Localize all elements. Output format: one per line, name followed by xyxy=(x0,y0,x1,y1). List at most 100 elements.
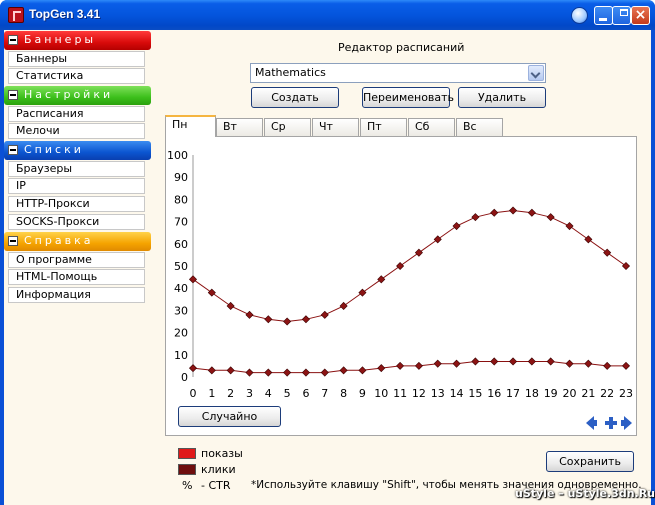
tab-thu[interactable]: Чт xyxy=(312,118,359,136)
sidebar-item-misc[interactable]: Мелочи xyxy=(8,123,145,139)
sidebar-item-banners[interactable]: Баннеры xyxy=(8,51,145,67)
chevron-down-icon[interactable] xyxy=(528,65,544,81)
maximize-button[interactable] xyxy=(612,6,631,25)
y-tick-label: 0 xyxy=(181,371,188,384)
sidebar-item-http-proxy[interactable]: HTTP-Прокси xyxy=(8,196,145,212)
delete-button[interactable]: Удалить xyxy=(458,87,546,108)
point-series-0[interactable] xyxy=(509,206,518,215)
arrow-right-icon[interactable] xyxy=(621,416,632,430)
point-series-0[interactable] xyxy=(490,208,499,217)
point-series-1[interactable] xyxy=(603,361,612,370)
point-series-1[interactable] xyxy=(320,368,329,377)
point-series-1[interactable] xyxy=(339,366,348,375)
point-series-1[interactable] xyxy=(621,361,631,370)
point-series-1[interactable] xyxy=(584,359,593,368)
tab-mon[interactable]: Пн xyxy=(165,115,216,137)
legend-ctr-symbol: % xyxy=(182,479,193,492)
x-tick-label: 7 xyxy=(321,387,328,400)
point-series-0[interactable] xyxy=(603,248,612,257)
create-button[interactable]: Создать xyxy=(251,87,339,108)
point-series-1[interactable] xyxy=(377,364,386,373)
sidebar-item-about[interactable]: О программе xyxy=(8,252,145,268)
tab-fri[interactable]: Пт xyxy=(360,118,407,136)
point-series-0[interactable] xyxy=(188,275,198,284)
section-header-banners[interactable]: Баннеры xyxy=(4,31,151,50)
point-series-0[interactable] xyxy=(565,222,574,231)
app-logo-icon xyxy=(8,7,24,23)
close-button[interactable]: × xyxy=(631,6,650,25)
point-series-1[interactable] xyxy=(414,361,423,370)
point-series-1[interactable] xyxy=(226,366,235,375)
point-series-0[interactable] xyxy=(621,261,631,271)
section-header-help[interactable]: Справка xyxy=(4,232,151,251)
collapse-icon[interactable] xyxy=(8,236,18,246)
x-tick-label: 20 xyxy=(563,387,577,400)
sidebar-item-socks-proxy[interactable]: SOCKS-Прокси xyxy=(8,214,145,230)
sidebar-item-statistics[interactable]: Статистика xyxy=(8,68,145,84)
point-series-0[interactable] xyxy=(452,222,461,231)
point-series-0[interactable] xyxy=(339,301,348,310)
minimize-button[interactable] xyxy=(594,6,613,25)
sidebar-item-html-help[interactable]: HTML-Помощь xyxy=(8,269,145,285)
point-series-1[interactable] xyxy=(245,368,254,377)
random-button[interactable]: Случайно xyxy=(178,406,281,427)
sidebar-item-info[interactable]: Информация xyxy=(8,287,145,303)
point-series-1[interactable] xyxy=(509,357,518,366)
x-tick-label: 4 xyxy=(265,387,272,400)
point-series-0[interactable] xyxy=(301,315,310,324)
x-tick-label: 17 xyxy=(506,387,520,400)
tab-tue[interactable]: Вт xyxy=(216,118,263,136)
point-series-1[interactable] xyxy=(433,359,442,368)
point-series-0[interactable] xyxy=(207,288,216,297)
point-series-1[interactable] xyxy=(301,368,310,377)
point-series-0[interactable] xyxy=(414,248,423,257)
point-series-0[interactable] xyxy=(546,213,555,222)
section-header-settings[interactable]: Настройки xyxy=(4,86,151,105)
rename-button[interactable]: Переименовать xyxy=(362,87,454,108)
point-series-1[interactable] xyxy=(264,368,273,377)
point-series-1[interactable] xyxy=(207,366,216,375)
point-series-0[interactable] xyxy=(283,317,292,326)
tab-sun[interactable]: Вс xyxy=(456,118,503,136)
schedule-select[interactable]: Mathematics xyxy=(250,63,546,83)
legend-clicks: клики xyxy=(201,463,236,476)
tab-sat[interactable]: Сб xyxy=(408,118,455,136)
point-series-1[interactable] xyxy=(452,359,461,368)
collapse-icon[interactable] xyxy=(8,35,18,45)
point-series-1[interactable] xyxy=(358,366,367,375)
point-series-0[interactable] xyxy=(584,235,593,244)
point-series-0[interactable] xyxy=(396,261,405,271)
point-series-1[interactable] xyxy=(527,357,536,366)
point-series-1[interactable] xyxy=(396,361,405,370)
sidebar-item-schedules[interactable]: Расписания xyxy=(8,106,145,122)
point-series-0[interactable] xyxy=(320,310,329,319)
collapse-icon[interactable] xyxy=(8,145,18,155)
point-series-1[interactable] xyxy=(546,357,555,366)
point-series-1[interactable] xyxy=(471,357,480,366)
point-series-1[interactable] xyxy=(490,357,499,366)
point-series-0[interactable] xyxy=(358,288,367,297)
title-bar[interactable]: TopGen 3.41 × xyxy=(0,0,655,30)
y-tick-label: 100 xyxy=(167,149,188,162)
legend-ctr: - CTR xyxy=(201,479,231,492)
collapse-icon[interactable] xyxy=(8,90,18,100)
sidebar-item-ip[interactable]: IP xyxy=(8,178,145,194)
point-series-0[interactable] xyxy=(377,275,386,284)
tab-wed[interactable]: Ср xyxy=(264,118,311,136)
point-series-0[interactable] xyxy=(264,315,273,324)
point-series-0[interactable] xyxy=(527,208,536,217)
plus-icon-v[interactable] xyxy=(609,417,613,429)
point-series-1[interactable] xyxy=(565,359,574,368)
arrow-left-icon[interactable] xyxy=(586,416,597,430)
point-series-0[interactable] xyxy=(226,301,235,310)
sidebar-item-browsers[interactable]: Браузеры xyxy=(8,161,145,177)
point-series-0[interactable] xyxy=(471,213,480,222)
point-series-1[interactable] xyxy=(283,368,292,377)
section-header-lists[interactable]: Списки xyxy=(4,141,151,160)
point-series-1[interactable] xyxy=(188,364,198,373)
point-series-0[interactable] xyxy=(433,235,442,244)
point-series-0[interactable] xyxy=(245,310,254,319)
globe-icon[interactable] xyxy=(570,6,589,25)
save-button[interactable]: Сохранить xyxy=(546,451,634,472)
